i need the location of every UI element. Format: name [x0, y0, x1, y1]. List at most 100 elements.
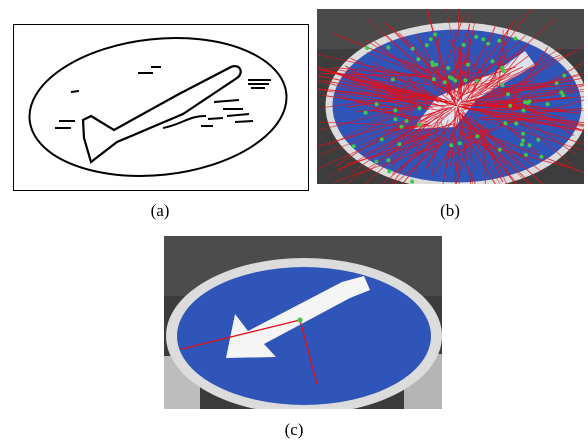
feature-point: [521, 108, 526, 113]
hough-line: [478, 124, 508, 184]
feature-point: [539, 154, 544, 159]
feature-point: [404, 119, 409, 123]
hough-line: [334, 143, 444, 183]
feature-point: [397, 142, 402, 147]
hough-line: [393, 101, 413, 122]
hough-line: [453, 64, 471, 102]
hough-line: [344, 112, 450, 184]
hough-line: [479, 73, 511, 95]
hough-line: [431, 119, 439, 176]
hough-line: [317, 53, 430, 80]
hough-line: [381, 140, 436, 184]
caption-b: (b): [440, 201, 460, 220]
feature-point: [521, 138, 525, 143]
hough-line: [462, 26, 496, 87]
hough-line: [320, 72, 431, 78]
detection-point: [297, 317, 303, 323]
hough-line: [423, 123, 456, 132]
caption-a: (a): [150, 201, 170, 220]
edge-outer-ellipse: [28, 37, 288, 177]
hough-line: [317, 106, 455, 148]
hough-line: [471, 54, 530, 99]
hough-line: [370, 109, 418, 118]
hough-line: [349, 105, 417, 140]
hough-line: [458, 18, 556, 106]
hough-line: [434, 131, 463, 172]
hough-line: [500, 84, 584, 90]
feature-point: [428, 37, 433, 42]
hough-line: [346, 137, 446, 165]
feature-point: [536, 137, 541, 142]
hough-line: [492, 115, 584, 132]
feature-point: [417, 106, 422, 111]
hough-line: [462, 119, 501, 184]
feature-point: [379, 137, 384, 142]
detection-red-lines: [181, 319, 318, 385]
hough-line: [470, 9, 532, 93]
feature-point: [449, 143, 454, 148]
feature-point: [431, 77, 436, 82]
hough-line: [455, 126, 472, 184]
feature-point: [363, 110, 368, 115]
red-hough-lines: [317, 9, 584, 184]
hough-line: [416, 134, 457, 156]
panel-b-feature-lines: [317, 9, 584, 184]
feature-point: [490, 59, 495, 64]
feature-point: [562, 73, 567, 78]
feature-point: [508, 103, 513, 108]
feature-point: [393, 108, 398, 113]
hough-line: [486, 43, 529, 98]
feature-point: [497, 147, 502, 152]
hough-line: [508, 72, 539, 99]
feature-point: [417, 122, 422, 127]
hough-line: [462, 143, 472, 152]
hough-line: [404, 61, 457, 100]
hough-line: [456, 110, 543, 173]
hough-line: [478, 117, 584, 151]
hough-line: [470, 72, 479, 101]
hough-line: [317, 74, 454, 105]
hough-line: [363, 127, 424, 155]
feature-point: [410, 46, 415, 51]
feature-point: [521, 131, 526, 136]
hough-line: [461, 104, 579, 114]
feature-point: [424, 43, 429, 48]
hough-line: [416, 132, 421, 174]
feature-point: [523, 152, 528, 157]
feature-point: [481, 37, 486, 42]
hough-line: [405, 115, 428, 123]
hough-line: [334, 119, 410, 168]
hough-line: [459, 109, 523, 168]
feature-point: [545, 102, 550, 107]
caption-c: (c): [284, 420, 304, 439]
hough-line: [454, 107, 457, 184]
feature-point: [500, 83, 505, 88]
feature-point: [453, 78, 458, 83]
feature-point: [374, 159, 379, 164]
hough-line: [454, 58, 459, 87]
feature-point: [399, 124, 404, 129]
feature-point: [450, 76, 455, 81]
feature-point: [434, 62, 439, 67]
hough-line: [376, 81, 415, 105]
hough-line: [389, 107, 457, 168]
feature-point: [506, 92, 510, 97]
panel-c-detected-arrow: [164, 236, 442, 409]
hough-line: [500, 45, 584, 94]
hough-line: [489, 85, 558, 94]
feature-point: [503, 121, 508, 126]
hough-line: [510, 61, 584, 105]
hough-line: [400, 58, 447, 80]
hough-line: [327, 103, 407, 147]
hough-line: [492, 108, 584, 125]
hough-line: [457, 20, 516, 102]
hough-line: [393, 123, 429, 130]
feature-point: [442, 80, 447, 85]
hough-line: [377, 88, 418, 93]
hough-line: [444, 137, 483, 161]
hough-line: [435, 66, 455, 103]
hough-line: [424, 134, 447, 170]
feature-point: [466, 62, 470, 67]
hough-line: [333, 33, 433, 75]
hough-line: [317, 124, 417, 170]
